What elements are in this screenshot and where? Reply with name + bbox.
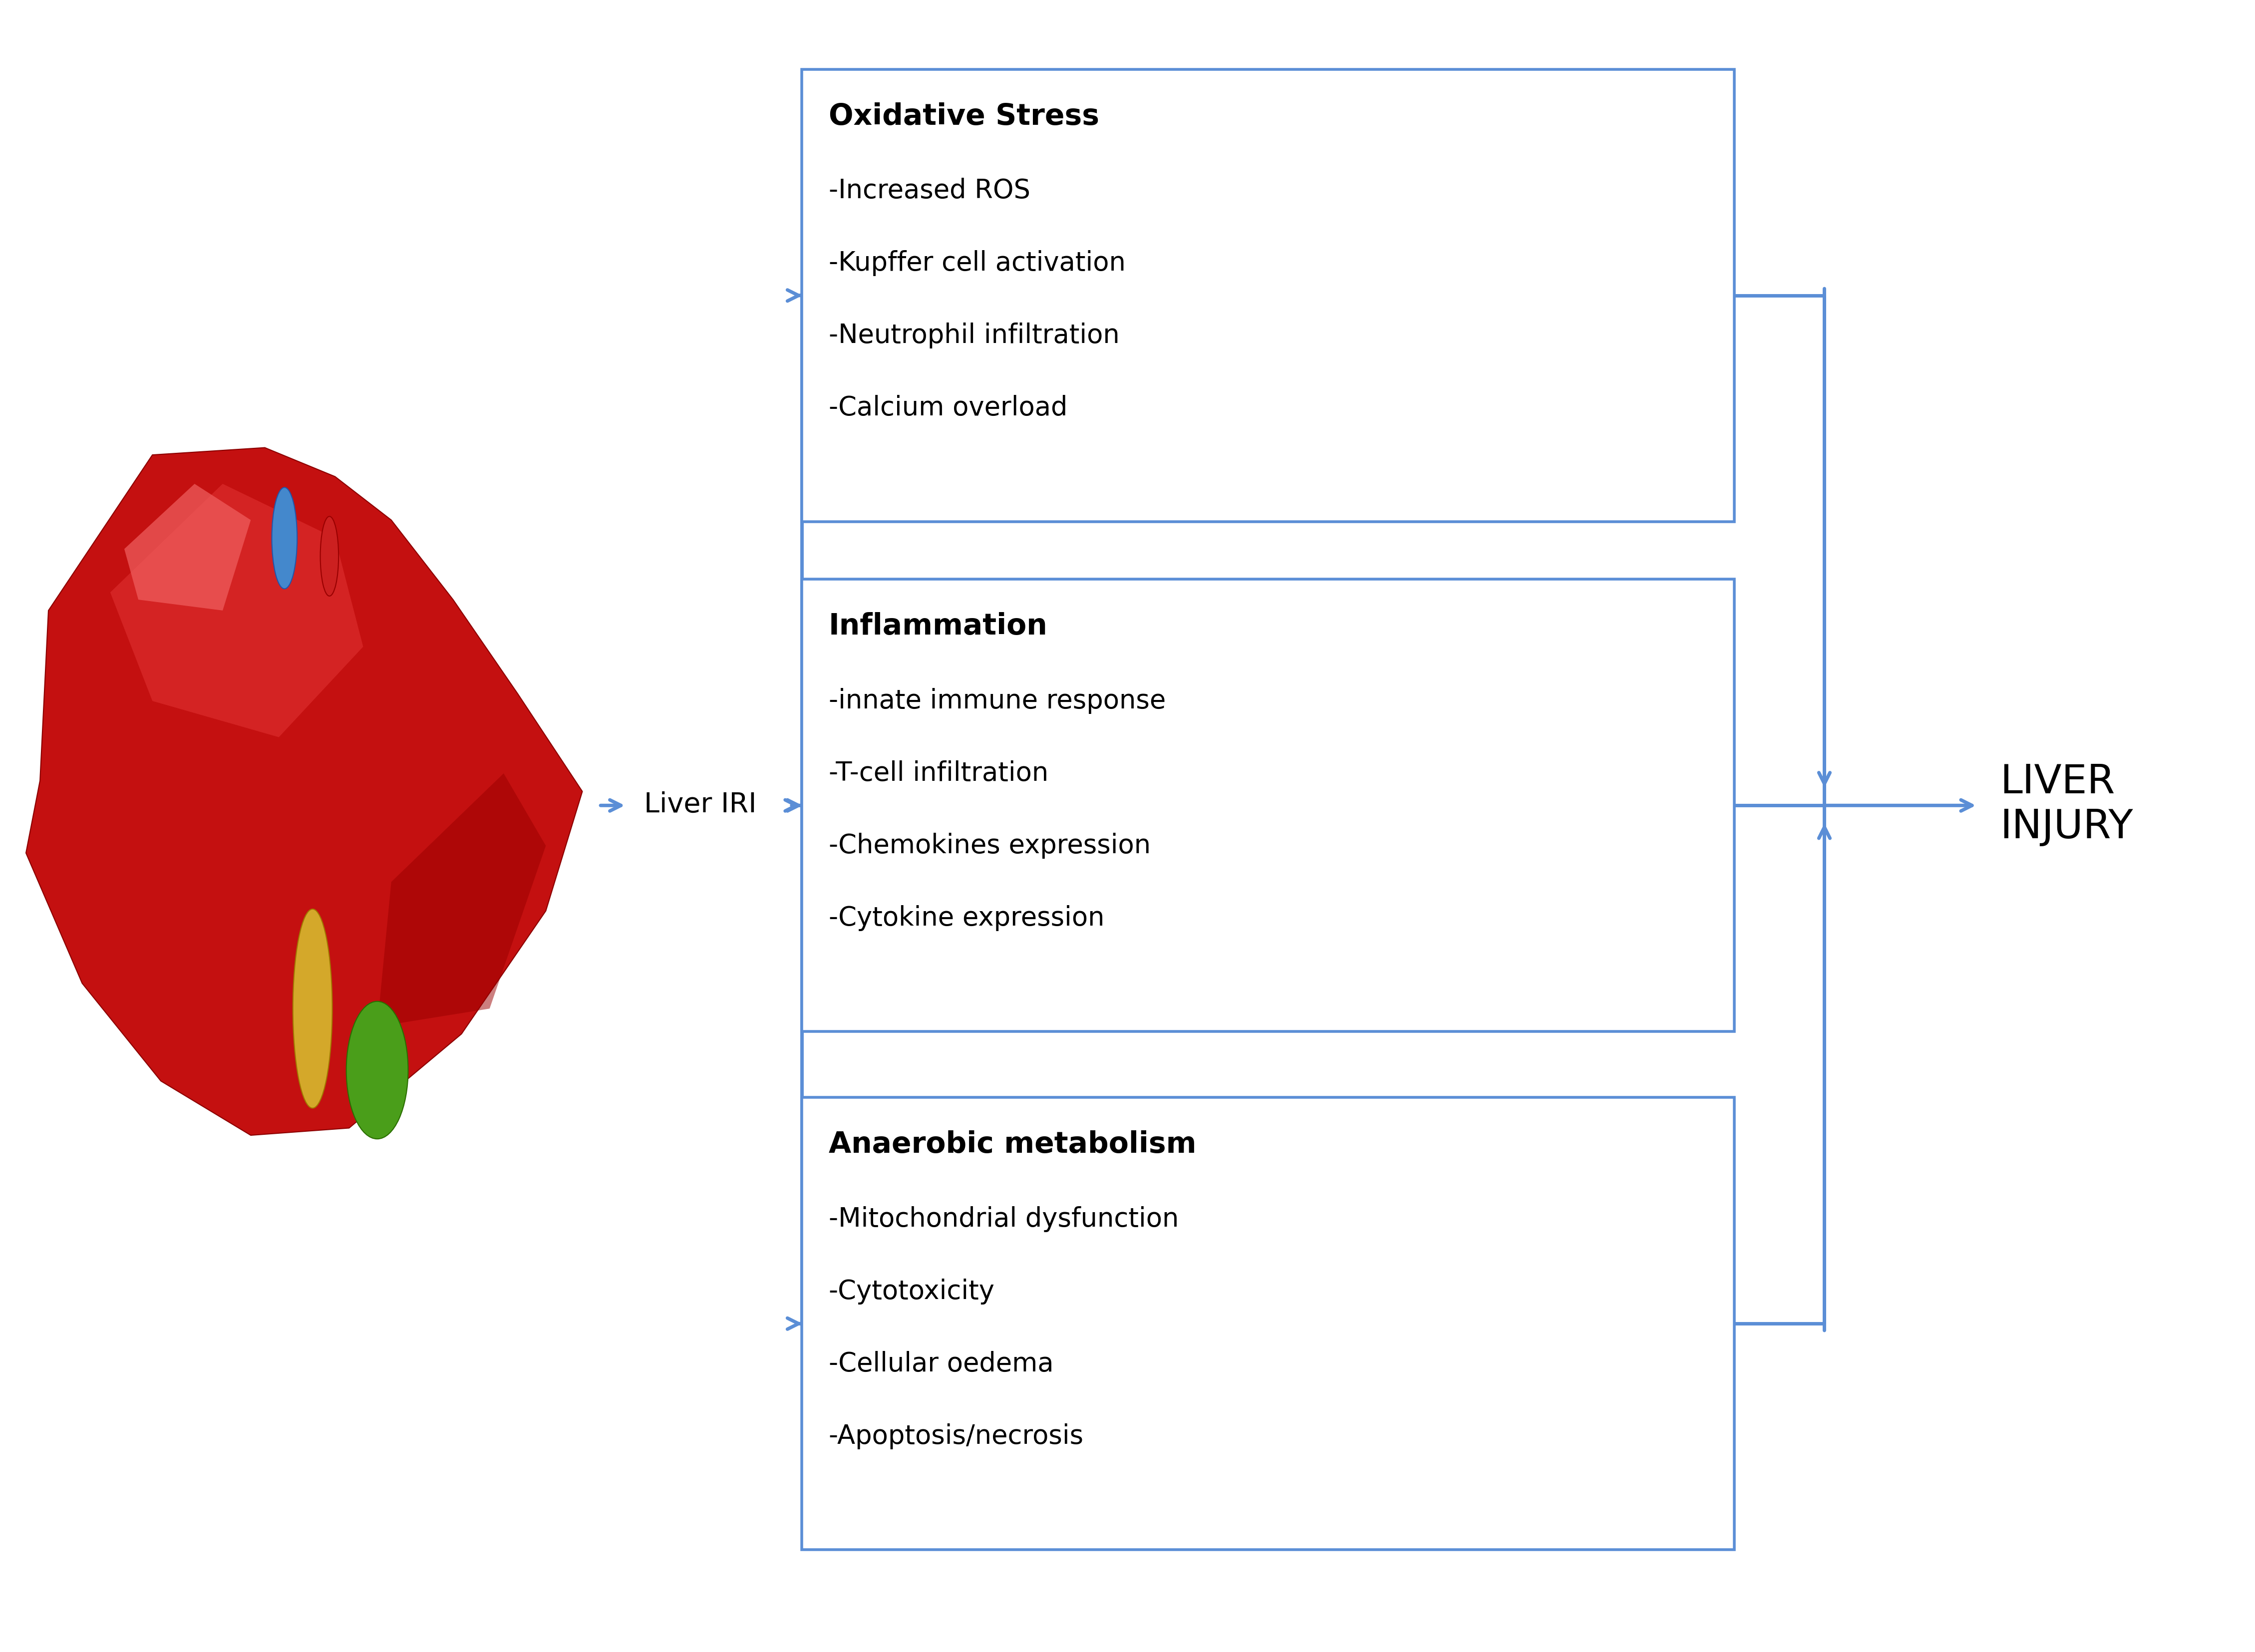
- Text: Anaerobic metabolism: Anaerobic metabolism: [828, 1130, 1195, 1158]
- Text: -innate immune response: -innate immune response: [828, 687, 1166, 714]
- FancyBboxPatch shape: [801, 69, 1734, 522]
- Text: LIVER
INJURY: LIVER INJURY: [2000, 763, 2133, 846]
- Text: -Cellular oedema: -Cellular oedema: [828, 1351, 1053, 1376]
- Ellipse shape: [273, 487, 298, 588]
- Text: Inflammation: Inflammation: [828, 613, 1049, 641]
- Polygon shape: [27, 448, 582, 1135]
- Text: -Increased ROS: -Increased ROS: [828, 178, 1031, 203]
- Text: -Chemokines expression: -Chemokines expression: [828, 833, 1150, 859]
- Text: -Kupffer cell activation: -Kupffer cell activation: [828, 249, 1125, 276]
- Polygon shape: [110, 484, 363, 737]
- Polygon shape: [124, 484, 250, 611]
- Text: -Neutrophil infiltration: -Neutrophil infiltration: [828, 322, 1118, 349]
- FancyBboxPatch shape: [801, 580, 1734, 1031]
- FancyBboxPatch shape: [801, 1097, 1734, 1550]
- Text: -Cytotoxicity: -Cytotoxicity: [828, 1279, 994, 1305]
- Text: -T-cell infiltration: -T-cell infiltration: [828, 760, 1049, 786]
- Text: Oxidative Stress: Oxidative Stress: [828, 102, 1098, 131]
- Text: -Calcium overload: -Calcium overload: [828, 395, 1067, 421]
- Polygon shape: [377, 773, 546, 1026]
- Text: -Cytokine expression: -Cytokine expression: [828, 905, 1105, 932]
- Text: -Mitochondrial dysfunction: -Mitochondrial dysfunction: [828, 1206, 1179, 1232]
- Text: -Apoptosis/necrosis: -Apoptosis/necrosis: [828, 1422, 1085, 1449]
- Text: Liver IRI: Liver IRI: [645, 791, 758, 818]
- Ellipse shape: [347, 1001, 408, 1138]
- Ellipse shape: [320, 517, 338, 596]
- Ellipse shape: [293, 909, 331, 1108]
